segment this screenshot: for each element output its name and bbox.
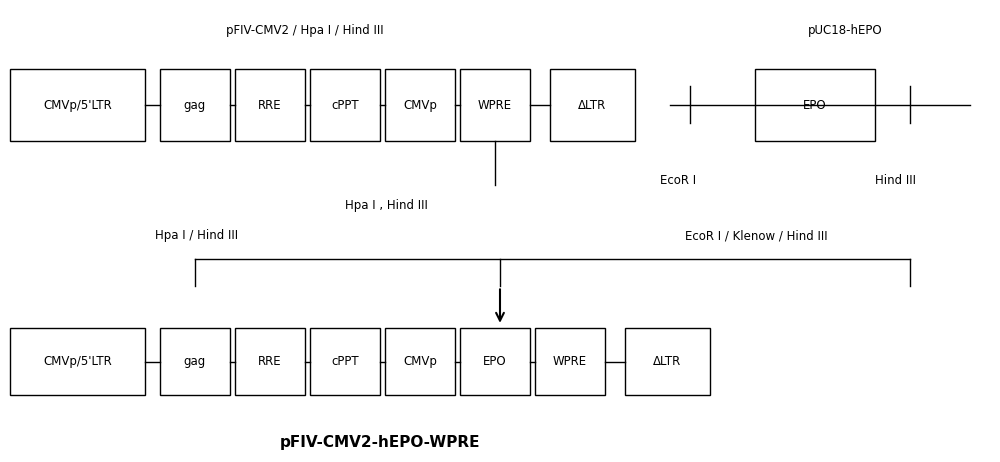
FancyBboxPatch shape	[535, 328, 605, 395]
FancyBboxPatch shape	[460, 328, 530, 395]
FancyBboxPatch shape	[235, 69, 305, 141]
Text: Hind III: Hind III	[875, 174, 916, 187]
Text: ΔLTR: ΔLTR	[578, 98, 607, 112]
Text: Hpa I , Hind III: Hpa I , Hind III	[345, 199, 428, 212]
FancyBboxPatch shape	[550, 69, 635, 141]
FancyBboxPatch shape	[10, 69, 145, 141]
Text: EPO: EPO	[483, 355, 507, 368]
Text: Hpa I / Hind III: Hpa I / Hind III	[155, 229, 238, 242]
Text: EcoR I / Klenow / Hind III: EcoR I / Klenow / Hind III	[685, 229, 828, 242]
Text: RRE: RRE	[258, 355, 282, 368]
Text: EPO: EPO	[803, 98, 827, 112]
Text: ΔLTR: ΔLTR	[653, 355, 682, 368]
Text: gag: gag	[184, 98, 206, 112]
Text: WPRE: WPRE	[553, 355, 587, 368]
FancyBboxPatch shape	[385, 328, 455, 395]
Text: CMVp: CMVp	[403, 355, 437, 368]
Text: EcoR I: EcoR I	[660, 174, 696, 187]
FancyBboxPatch shape	[385, 69, 455, 141]
FancyBboxPatch shape	[460, 69, 530, 141]
Text: WPRE: WPRE	[478, 98, 512, 112]
FancyBboxPatch shape	[160, 69, 230, 141]
FancyBboxPatch shape	[310, 69, 380, 141]
FancyBboxPatch shape	[625, 328, 710, 395]
Text: cPPT: cPPT	[331, 355, 359, 368]
Text: CMVp: CMVp	[403, 98, 437, 112]
Text: pFIV-CMV2 / Hpa I / Hind III: pFIV-CMV2 / Hpa I / Hind III	[226, 24, 384, 36]
FancyBboxPatch shape	[755, 69, 875, 141]
Text: gag: gag	[184, 355, 206, 368]
FancyBboxPatch shape	[235, 328, 305, 395]
FancyBboxPatch shape	[310, 328, 380, 395]
FancyBboxPatch shape	[10, 328, 145, 395]
Text: CMVp/5'LTR: CMVp/5'LTR	[43, 355, 112, 368]
FancyBboxPatch shape	[160, 328, 230, 395]
Text: RRE: RRE	[258, 98, 282, 112]
Text: cPPT: cPPT	[331, 98, 359, 112]
Text: CMVp/5'LTR: CMVp/5'LTR	[43, 98, 112, 112]
Text: pFIV-CMV2-hEPO-WPRE: pFIV-CMV2-hEPO-WPRE	[280, 436, 480, 450]
Text: pUC18-hEPO: pUC18-hEPO	[808, 24, 882, 36]
